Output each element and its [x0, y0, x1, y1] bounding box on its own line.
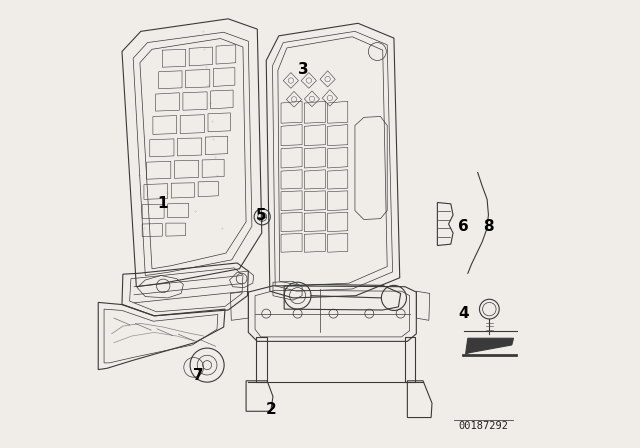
Text: 3: 3: [298, 62, 308, 77]
Text: 1: 1: [157, 196, 168, 211]
Text: 00187292: 00187292: [458, 421, 509, 431]
Text: 4: 4: [458, 306, 468, 321]
Text: 2: 2: [266, 402, 276, 418]
Polygon shape: [466, 338, 513, 354]
Text: 5: 5: [255, 208, 266, 224]
Text: 7: 7: [193, 368, 204, 383]
Text: 6: 6: [458, 219, 468, 234]
Text: 8: 8: [483, 219, 494, 234]
